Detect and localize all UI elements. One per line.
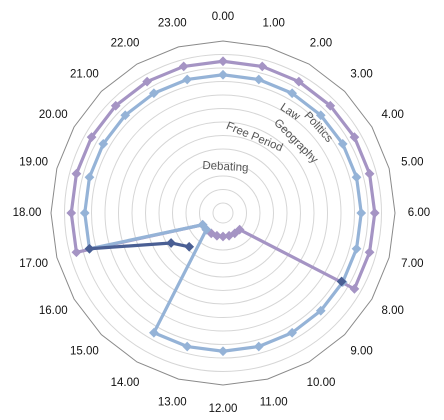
hour-label: 18.00 <box>13 207 42 219</box>
data-point <box>315 305 326 316</box>
hour-label: 6.00 <box>408 207 430 219</box>
data-point <box>325 100 336 111</box>
series-3 <box>84 238 347 287</box>
grid-outer-boundary <box>50 40 396 386</box>
data-point <box>294 76 304 87</box>
data-point <box>351 243 362 254</box>
hour-label: 0.00 <box>212 11 234 23</box>
hour-label: 1.00 <box>263 18 285 30</box>
data-point <box>71 247 82 258</box>
data-point <box>337 139 348 149</box>
hour-label: 4.00 <box>382 109 404 121</box>
data-point <box>149 327 159 338</box>
data-point <box>182 341 193 352</box>
grid-ring <box>172 162 274 264</box>
ring-label: Debating <box>202 160 249 174</box>
grid-ring <box>131 121 315 305</box>
hour-label: 7.00 <box>401 258 423 270</box>
hour-label: 17.00 <box>19 258 48 270</box>
data-point <box>120 110 131 121</box>
hour-label: 15.00 <box>70 346 99 358</box>
hour-label: 5.00 <box>401 156 423 168</box>
hour-label: 13.00 <box>158 396 187 408</box>
data-point <box>149 88 159 99</box>
grid-ring <box>118 108 328 318</box>
hour-label: 10.00 <box>307 377 336 389</box>
grid-ring <box>145 135 301 291</box>
data-point <box>349 132 360 142</box>
grid-ring <box>64 54 382 372</box>
grid-ring <box>104 94 342 332</box>
hour-label: 9.00 <box>350 346 372 358</box>
data-point <box>79 208 90 218</box>
grid-ring <box>91 81 355 345</box>
data-point <box>66 208 77 218</box>
data-point <box>218 346 228 357</box>
hour-label: 12.00 <box>209 403 238 415</box>
data-point <box>218 69 228 80</box>
data-point <box>356 208 367 218</box>
data-series <box>66 56 380 357</box>
data-point <box>287 88 297 99</box>
data-point <box>142 76 152 87</box>
data-point <box>178 61 189 72</box>
hour-label: 2.00 <box>310 37 332 49</box>
data-point <box>315 110 326 121</box>
data-point <box>98 139 109 149</box>
series-1 <box>66 56 380 294</box>
radar-grid <box>50 40 396 386</box>
data-point <box>218 56 228 67</box>
data-point <box>336 276 347 287</box>
data-point <box>287 327 297 338</box>
data-point <box>364 168 375 179</box>
data-point <box>84 172 95 183</box>
hour-label: 14.00 <box>111 377 140 389</box>
hour-label: 22.00 <box>111 37 140 49</box>
data-point <box>110 100 121 111</box>
grid-ring <box>185 175 261 251</box>
data-point <box>364 247 375 258</box>
hour-label: 23.00 <box>158 18 187 30</box>
data-point <box>197 219 208 230</box>
data-point <box>86 132 97 142</box>
series-2 <box>79 69 367 357</box>
hour-labels: 0.00 1.00 2.00 3.00 4.00 5.00 6.00 7.00 8.00 9.00… <box>13 11 431 415</box>
hour-label: 8.00 <box>382 305 404 317</box>
data-point <box>369 208 380 218</box>
data-point <box>224 230 234 241</box>
data-point <box>182 74 193 85</box>
data-point <box>184 241 195 252</box>
data-point <box>71 168 82 179</box>
data-point <box>234 224 245 235</box>
data-point <box>253 74 264 85</box>
grid-ring <box>212 202 234 224</box>
hour-label: 16.00 <box>39 305 68 317</box>
data-point <box>257 61 268 72</box>
hour-label: 21.00 <box>70 68 99 80</box>
data-point <box>349 284 360 294</box>
hour-label: 20.00 <box>39 109 68 121</box>
grid-ring <box>77 67 369 359</box>
data-point <box>351 172 362 183</box>
grid-ring <box>158 148 288 278</box>
data-point <box>84 243 95 254</box>
data-point <box>166 238 176 248</box>
hour-label: 19.00 <box>19 156 48 168</box>
data-point <box>253 341 264 352</box>
hour-label: 11.00 <box>260 396 288 408</box>
hour-label: 3.00 <box>350 68 372 80</box>
